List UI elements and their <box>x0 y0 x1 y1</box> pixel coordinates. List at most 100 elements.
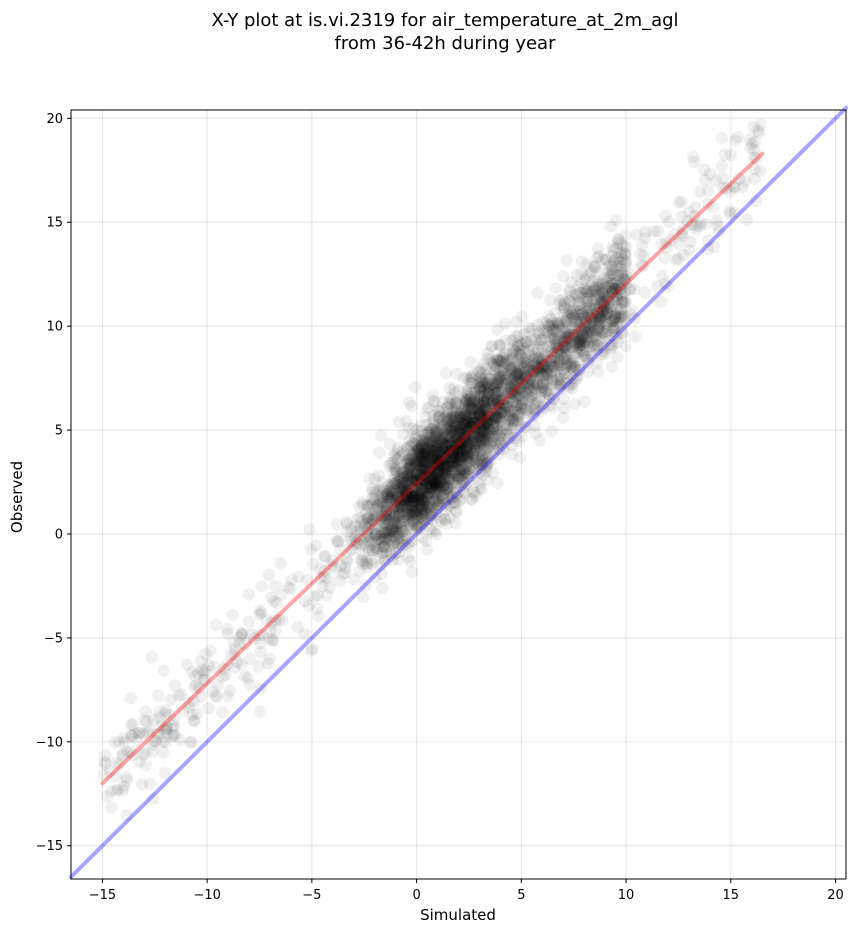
scatter-point <box>429 484 442 497</box>
scatter-point <box>491 405 504 418</box>
scatter-point <box>580 326 594 339</box>
scatter-point <box>116 784 130 797</box>
scatter-point <box>497 397 511 411</box>
scatter-point <box>403 489 416 503</box>
scatter-point <box>416 506 429 519</box>
scatter-point <box>447 465 460 478</box>
scatter-point <box>431 425 445 438</box>
scatter-point <box>436 443 450 456</box>
scatter-point <box>476 449 489 462</box>
scatter-point <box>442 419 455 432</box>
scatter-point <box>490 380 503 394</box>
scatter-point <box>522 405 536 418</box>
scatter-point <box>475 430 488 444</box>
scatter-point <box>454 452 467 465</box>
scatter-point <box>235 658 248 671</box>
scatter-point <box>416 509 429 523</box>
scatter-point <box>374 530 387 543</box>
scatter-point <box>515 347 528 361</box>
scatter-point <box>498 406 511 419</box>
scatter-point <box>402 474 415 487</box>
scatter-point <box>416 518 429 531</box>
scatter-point <box>360 526 373 539</box>
scatter-point <box>429 442 442 455</box>
scatter-point <box>422 427 435 440</box>
scatter-point <box>518 379 532 393</box>
scatter-point <box>155 718 169 732</box>
scatter-point <box>417 450 431 463</box>
scatter-point <box>470 434 484 448</box>
scatter-point <box>157 746 170 759</box>
scatter-point <box>473 372 487 385</box>
scatter-point <box>427 477 440 490</box>
scatter-point <box>512 367 525 381</box>
scatter-point <box>436 473 449 486</box>
scatter-point <box>452 425 465 438</box>
scatter-point <box>393 450 406 463</box>
scatter-point <box>574 361 587 374</box>
scatter-point <box>439 456 452 469</box>
scatter-point <box>508 378 521 392</box>
scatter-point <box>473 439 486 453</box>
scatter-point <box>455 420 469 434</box>
scatter-point <box>601 318 614 331</box>
scatter-point <box>598 347 612 360</box>
scatter-point <box>460 445 473 458</box>
scatter-point <box>451 430 465 443</box>
scatter-point <box>475 419 489 432</box>
scatter-point <box>430 449 443 462</box>
scatter-point <box>557 401 571 415</box>
scatter-point <box>410 493 423 507</box>
scatter-point <box>394 496 407 510</box>
scatter-point <box>543 388 556 401</box>
scatter-point <box>412 477 425 491</box>
scatter-point <box>403 456 417 470</box>
scatter-point <box>552 317 565 330</box>
scatter-point <box>438 437 451 451</box>
scatter-point <box>477 413 491 426</box>
scatter-point <box>387 477 400 490</box>
scatter-point <box>407 489 420 502</box>
scatter-point <box>415 505 428 518</box>
scatter-point <box>429 457 442 470</box>
scatter-point <box>368 472 381 485</box>
scatter-point <box>707 240 721 254</box>
scatter-point <box>627 283 641 296</box>
scatter-point <box>560 340 573 353</box>
scatter-point <box>145 651 159 664</box>
scatter-point <box>581 285 594 299</box>
scatter-point <box>589 313 602 326</box>
scatter-point <box>573 344 586 357</box>
scatter-point <box>502 388 515 402</box>
scatter-point <box>394 475 407 488</box>
scatter-point <box>568 315 581 328</box>
scatter-point <box>379 505 393 518</box>
scatter-point <box>492 371 506 384</box>
scatter-point <box>233 631 246 644</box>
x-tick-label: 20 <box>827 888 844 903</box>
scatter-point <box>464 393 477 406</box>
scatter-point <box>301 573 314 587</box>
scatter-point <box>628 312 642 325</box>
scatter-point <box>540 325 553 338</box>
scatter-point <box>458 423 471 436</box>
scatter-point <box>724 207 737 220</box>
scatter-point <box>557 340 570 353</box>
scatter-point <box>187 694 200 708</box>
scatter-point <box>390 467 403 480</box>
scatter-point <box>507 360 520 374</box>
scatter-point <box>480 406 494 419</box>
scatter-point <box>452 457 465 471</box>
scatter-point <box>532 370 546 383</box>
scatter-point <box>388 515 401 529</box>
scatter-point <box>512 410 525 423</box>
scatter-point <box>507 413 520 426</box>
scatter-point <box>424 475 437 488</box>
scatter-point <box>615 277 628 290</box>
scatter-point <box>567 303 581 317</box>
scatter-point <box>408 490 421 503</box>
scatter-point <box>457 444 470 457</box>
scatter-point <box>413 447 426 460</box>
scatter-point <box>409 432 422 445</box>
scatter-point <box>469 470 482 483</box>
